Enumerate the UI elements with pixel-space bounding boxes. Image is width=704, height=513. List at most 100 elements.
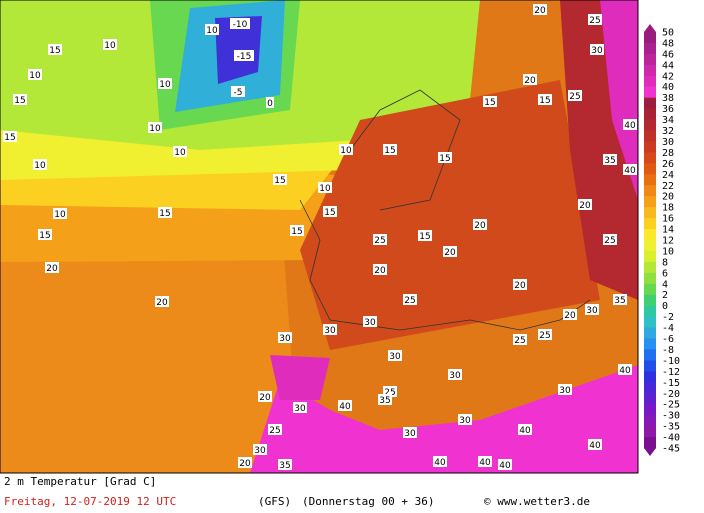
label-box xyxy=(290,225,304,236)
temperature-label: 15 xyxy=(4,133,15,143)
legend-label: -25 xyxy=(662,400,680,411)
label-box xyxy=(403,294,417,305)
legend-label: 4 xyxy=(662,279,668,290)
legend-label: 6 xyxy=(662,268,668,279)
legend-swatch xyxy=(644,42,656,55)
legend-swatch xyxy=(644,141,656,153)
legend-label: 18 xyxy=(662,203,674,214)
legend-label: 44 xyxy=(662,60,674,71)
legend-arrow xyxy=(644,448,656,456)
label-box xyxy=(258,391,272,402)
legend-swatch xyxy=(644,316,656,329)
legend-label: 12 xyxy=(662,236,674,247)
legend-label: 2 xyxy=(662,290,668,301)
temperature-label: 40 xyxy=(499,461,511,471)
label-box xyxy=(418,230,432,241)
legend-label: 10 xyxy=(662,246,674,257)
temperature-label: 10 xyxy=(29,71,41,81)
legend-label: 14 xyxy=(662,225,674,236)
label-box xyxy=(238,457,252,468)
label-box xyxy=(623,164,637,175)
temperature-label: 20 xyxy=(474,221,486,231)
temperature-label: -5 xyxy=(234,88,243,98)
temperature-label: 40 xyxy=(619,366,631,376)
label-box xyxy=(433,456,447,467)
temperature-label: 10 xyxy=(149,124,161,134)
legend-label: 24 xyxy=(662,170,674,181)
temperature-label: 10 xyxy=(54,210,66,220)
legend-swatch xyxy=(644,305,656,318)
legend-label: 42 xyxy=(662,71,674,82)
label-box xyxy=(590,44,604,55)
legend-swatch xyxy=(644,349,656,361)
label-box xyxy=(28,69,42,80)
temperature-label: 30 xyxy=(324,326,336,336)
label-box xyxy=(293,402,307,413)
label-box xyxy=(378,394,392,405)
legend-swatch xyxy=(644,415,656,427)
temperature-label: 25 xyxy=(374,236,385,246)
label-box xyxy=(438,152,452,163)
label-box xyxy=(363,316,377,327)
legend-swatch xyxy=(644,404,656,416)
legend-swatch xyxy=(644,261,656,274)
temperature-label: 15 xyxy=(384,146,395,156)
legend-swatch xyxy=(644,75,656,88)
temperature-label: 25 xyxy=(539,331,550,341)
temperature-label: 40 xyxy=(624,121,636,131)
label-box xyxy=(205,24,219,35)
label-box xyxy=(173,146,187,157)
legend-swatch xyxy=(644,53,656,66)
label-box xyxy=(231,86,245,97)
label-box xyxy=(498,459,512,470)
legend-label: -6 xyxy=(662,334,674,345)
legend-label: 16 xyxy=(662,214,674,225)
temperature-label: 40 xyxy=(589,441,601,451)
label-box xyxy=(383,144,397,155)
legend-label: 36 xyxy=(662,104,674,115)
label-box xyxy=(448,369,462,380)
legend-swatch xyxy=(644,382,656,394)
temperature-label: -15 xyxy=(237,52,252,62)
legend-label: 30 xyxy=(662,137,674,148)
legend-swatch xyxy=(644,163,656,175)
label-box xyxy=(230,18,250,29)
legend-swatch xyxy=(644,371,656,383)
temperature-label: 40 xyxy=(479,458,491,468)
source: © www.wetter3.de xyxy=(484,495,590,508)
run: (Donnerstag 00 + 36) xyxy=(302,495,434,508)
temperature-label: 15 xyxy=(291,227,302,237)
label-box xyxy=(518,424,532,435)
label-box xyxy=(253,444,267,455)
label-box xyxy=(48,44,62,55)
temperature-label: 15 xyxy=(274,176,285,186)
legend-swatch xyxy=(644,86,656,99)
legend-swatch xyxy=(644,426,656,438)
label-box xyxy=(563,309,577,320)
legend-label: 22 xyxy=(662,181,674,192)
temperature-label: 10 xyxy=(34,161,46,171)
legend-label: 50 xyxy=(662,28,674,39)
legend-label: -2 xyxy=(662,312,674,323)
label-box xyxy=(338,400,352,411)
legend-label: 32 xyxy=(662,126,674,137)
legend-swatch xyxy=(644,207,656,219)
temperature-label: 15 xyxy=(39,231,50,241)
label-box xyxy=(103,39,117,50)
label-box xyxy=(278,332,292,343)
temperature-label: 15 xyxy=(484,98,495,108)
label-box xyxy=(373,264,387,275)
label-box xyxy=(523,74,537,85)
temperature-label: 30 xyxy=(389,352,401,362)
label-box xyxy=(3,131,17,142)
label-box xyxy=(273,174,287,185)
label-box xyxy=(558,384,572,395)
label-box xyxy=(383,386,397,397)
temperature-label: 15 xyxy=(419,232,430,242)
legend-label: 38 xyxy=(662,93,674,104)
temperature-label: 15 xyxy=(439,154,450,164)
legend-arrow xyxy=(644,24,656,32)
temperature-label: 30 xyxy=(559,386,571,396)
temperature-label: 25 xyxy=(604,236,615,246)
